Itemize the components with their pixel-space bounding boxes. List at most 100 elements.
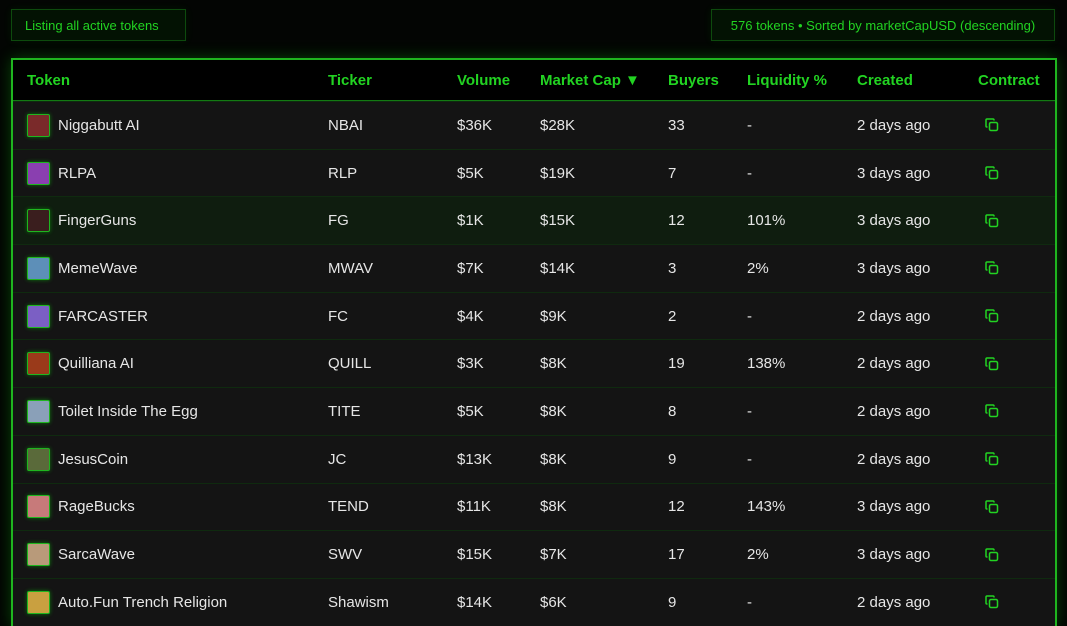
market-cap: $8K xyxy=(540,355,567,373)
token-avatar xyxy=(27,113,50,137)
table-header: Token Ticker Volume Market Cap ▼ Buyers … xyxy=(13,60,1055,101)
token-cell[interactable]: Toilet Inside The Egg xyxy=(27,399,198,423)
volume: $7K xyxy=(457,259,484,277)
liquidity: 2% xyxy=(747,259,769,277)
buyers: 17 xyxy=(668,546,685,564)
copy-icon[interactable] xyxy=(985,309,999,323)
buyers: 9 xyxy=(668,593,677,611)
market-cap: $28K xyxy=(540,116,576,134)
created: 3 days ago xyxy=(857,212,931,230)
table-row[interactable]: SarcaWave SWV $15K $7K 17 2% 3 days ago xyxy=(13,530,1055,578)
listing-status-badge: Listing all active tokens xyxy=(11,9,186,41)
token-name: FARCASTER xyxy=(58,307,149,325)
table-row[interactable]: JesusCoin JC $13K $8K 9 - 2 days ago xyxy=(13,434,1055,483)
token-avatar xyxy=(27,304,50,328)
token-cell[interactable]: MemeWave xyxy=(27,256,138,280)
token-cell[interactable]: RLPA xyxy=(27,161,97,185)
buyers: 2 xyxy=(668,307,677,325)
volume: $13K xyxy=(457,450,493,468)
created: 3 days ago xyxy=(857,164,931,182)
table-row[interactable]: Toilet Inside The Egg TITE $5K $8K 8 - 2… xyxy=(13,387,1055,435)
token-name: SarcaWave xyxy=(58,546,135,564)
token-avatar xyxy=(27,209,50,233)
token-name: RLPA xyxy=(58,164,97,182)
liquidity: - xyxy=(747,116,752,134)
created: 2 days ago xyxy=(857,307,931,325)
buyers: 19 xyxy=(668,355,685,373)
copy-icon[interactable] xyxy=(985,404,999,418)
token-name: MemeWave xyxy=(58,259,138,277)
buyers: 7 xyxy=(668,164,677,182)
token-avatar xyxy=(27,495,50,519)
tokens-table: Token Ticker Volume Market Cap ▼ Buyers … xyxy=(11,58,1057,626)
token-avatar xyxy=(27,256,50,280)
col-liquidity[interactable]: Liquidity % xyxy=(747,71,827,89)
copy-icon[interactable] xyxy=(985,547,999,562)
token-name: Quilliana AI xyxy=(58,355,134,373)
created: 2 days ago xyxy=(857,402,931,420)
token-cell[interactable]: Auto.Fun Trench Religion xyxy=(27,590,227,614)
liquidity: - xyxy=(747,307,752,325)
volume: $5K xyxy=(457,164,484,182)
volume: $14K xyxy=(457,593,493,611)
liquidity: 143% xyxy=(747,498,786,516)
table-row[interactable]: Niggabutt AI NBAI $36K $28K 33 - 2 days … xyxy=(13,101,1055,149)
market-cap: $9K xyxy=(540,307,567,325)
table-row[interactable]: FARCASTER FC $4K $9K 2 - 2 days ago xyxy=(13,291,1055,340)
table-row[interactable]: RageBucks TEND $11K $8K 12 143% 3 days a… xyxy=(13,482,1055,531)
liquidity: - xyxy=(747,450,752,468)
market-cap: $19K xyxy=(540,164,576,182)
copy-icon[interactable] xyxy=(985,166,999,180)
token-cell[interactable]: Quilliana AI xyxy=(27,352,134,376)
token-avatar xyxy=(27,352,50,376)
liquidity: 2% xyxy=(747,546,769,564)
ticker: TITE xyxy=(328,402,361,420)
token-cell[interactable]: FingerGuns xyxy=(27,209,136,233)
token-cell[interactable]: FARCASTER xyxy=(27,304,149,328)
copy-icon[interactable] xyxy=(985,213,999,228)
table-row[interactable]: Auto.Fun Trench Religion Shawism $14K $6… xyxy=(13,577,1055,626)
market-cap: $7K xyxy=(540,546,567,564)
created: 2 days ago xyxy=(857,450,931,468)
col-token[interactable]: Token xyxy=(27,71,71,89)
col-buyers[interactable]: Buyers xyxy=(668,71,719,89)
buyers: 12 xyxy=(668,212,685,230)
created: 3 days ago xyxy=(857,498,931,516)
ticker: NBAI xyxy=(328,116,364,134)
table-row[interactable]: FingerGuns FG $1K $15K 12 101% 3 days ag… xyxy=(13,196,1055,245)
copy-icon[interactable] xyxy=(985,261,999,275)
token-cell[interactable]: RageBucks xyxy=(27,495,135,519)
token-cell[interactable]: JesusCoin xyxy=(27,447,128,471)
ticker: QUILL xyxy=(328,355,372,373)
token-name: Niggabutt AI xyxy=(58,116,140,134)
copy-icon[interactable] xyxy=(985,500,999,514)
copy-icon[interactable] xyxy=(985,452,999,466)
liquidity: 138% xyxy=(747,355,786,373)
buyers: 12 xyxy=(668,498,685,516)
market-cap: $8K xyxy=(540,498,567,516)
col-volume[interactable]: Volume xyxy=(457,71,511,89)
table-row[interactable]: MemeWave MWAV $7K $14K 3 2% 3 days ago xyxy=(13,244,1055,292)
ticker: TEND xyxy=(328,498,369,516)
col-ticker[interactable]: Ticker xyxy=(328,71,372,89)
token-avatar xyxy=(27,447,50,471)
token-count-sort-badge: 576 tokens • Sorted by marketCapUSD (des… xyxy=(711,9,1055,41)
table-row[interactable]: Quilliana AI QUILL $3K $8K 19 138% 2 day… xyxy=(13,339,1055,388)
col-created[interactable]: Created xyxy=(857,71,913,89)
col-market-cap[interactable]: Market Cap ▼ xyxy=(540,71,640,89)
token-avatar xyxy=(27,161,50,185)
copy-icon[interactable] xyxy=(985,357,999,371)
buyers: 9 xyxy=(668,450,677,468)
liquidity: - xyxy=(747,164,752,182)
token-avatar xyxy=(27,590,50,614)
token-cell[interactable]: Niggabutt AI xyxy=(27,113,140,137)
token-cell[interactable]: SarcaWave xyxy=(27,543,135,567)
volume: $11K xyxy=(457,498,491,516)
ticker: MWAV xyxy=(328,259,373,277)
token-avatar xyxy=(27,543,50,567)
created: 2 days ago xyxy=(857,593,931,611)
copy-icon[interactable] xyxy=(985,595,999,609)
volume: $4K xyxy=(457,307,484,325)
table-row[interactable]: RLPA RLP $5K $19K 7 - 3 days ago xyxy=(13,148,1055,197)
copy-icon[interactable] xyxy=(985,118,999,132)
